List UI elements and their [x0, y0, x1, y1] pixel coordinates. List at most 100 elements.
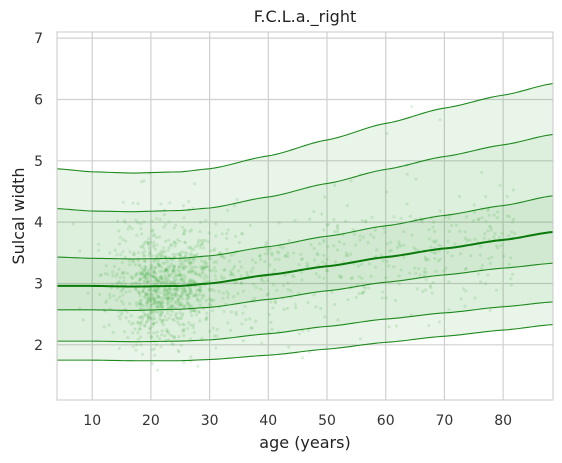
data-point	[152, 260, 156, 264]
data-point	[146, 276, 150, 280]
data-point	[168, 286, 172, 291]
data-point	[285, 306, 289, 310]
data-point	[345, 203, 349, 208]
x-tick-label: 30	[201, 413, 219, 429]
data-point	[140, 266, 144, 270]
data-point	[173, 287, 177, 291]
data-point	[119, 253, 123, 257]
data-point	[207, 268, 212, 272]
data-point	[122, 219, 126, 223]
data-point	[389, 240, 393, 244]
data-point	[155, 334, 159, 338]
data-point	[478, 253, 482, 257]
data-point	[189, 262, 193, 266]
data-point	[215, 327, 219, 332]
data-point	[150, 219, 154, 223]
data-point	[316, 253, 320, 257]
data-point	[182, 323, 186, 327]
data-point	[214, 234, 218, 238]
data-point	[415, 287, 419, 291]
data-point	[187, 286, 192, 290]
data-point	[193, 245, 197, 249]
data-point	[410, 105, 414, 109]
data-point	[264, 241, 268, 245]
data-point	[254, 285, 258, 289]
data-point	[510, 220, 514, 224]
data-point	[278, 245, 282, 249]
data-point	[140, 180, 144, 184]
data-point	[479, 267, 483, 271]
data-point	[387, 325, 391, 329]
data-point	[158, 275, 162, 279]
data-point	[208, 288, 212, 293]
data-point	[186, 297, 190, 301]
data-point	[143, 323, 147, 327]
data-point	[352, 232, 357, 236]
data-point	[141, 289, 145, 294]
data-point	[189, 355, 193, 359]
data-point	[165, 301, 170, 305]
data-point	[313, 258, 317, 262]
data-point	[200, 259, 204, 263]
data-point	[225, 236, 229, 240]
data-point	[159, 300, 163, 304]
data-point	[292, 251, 296, 255]
data-point	[169, 282, 173, 286]
data-point	[413, 247, 418, 251]
data-point	[188, 303, 192, 307]
data-point	[145, 304, 149, 308]
data-point	[505, 214, 510, 218]
data-point	[153, 247, 158, 252]
data-point	[260, 341, 264, 345]
data-point	[496, 210, 500, 214]
data-point	[166, 291, 170, 295]
data-point	[159, 302, 164, 306]
data-point	[142, 269, 146, 273]
data-point	[161, 246, 166, 250]
data-point	[200, 336, 204, 340]
data-point	[236, 292, 240, 296]
data-point	[201, 293, 205, 297]
data-point	[148, 326, 152, 330]
data-point	[148, 303, 152, 307]
data-point	[130, 322, 134, 326]
data-point	[184, 292, 188, 296]
data-point	[253, 261, 258, 265]
data-point	[172, 293, 176, 297]
data-point	[422, 270, 426, 274]
data-point	[150, 316, 154, 320]
data-point	[144, 272, 148, 276]
data-point	[139, 343, 143, 347]
data-point	[178, 258, 182, 263]
data-point	[131, 331, 135, 335]
data-point	[442, 269, 446, 273]
data-point	[137, 278, 142, 282]
data-point	[478, 280, 483, 284]
data-point	[454, 223, 458, 227]
data-point	[266, 251, 270, 255]
data-point	[162, 225, 166, 229]
data-point	[142, 242, 146, 246]
data-point	[138, 301, 142, 305]
data-point	[158, 254, 162, 258]
data-point	[108, 295, 112, 300]
data-point	[300, 278, 304, 282]
data-point	[165, 294, 169, 298]
data-point	[150, 274, 154, 278]
data-point	[172, 268, 176, 273]
data-point	[153, 296, 157, 301]
data-point	[263, 252, 267, 256]
data-point	[215, 334, 219, 338]
data-point	[424, 258, 428, 262]
data-point	[197, 288, 201, 292]
data-point	[166, 311, 170, 315]
data-point	[128, 289, 132, 293]
data-point	[384, 190, 389, 194]
data-point	[209, 297, 213, 302]
data-point	[507, 215, 511, 219]
data-point	[488, 308, 492, 313]
data-point	[123, 282, 128, 286]
data-point	[143, 265, 147, 270]
data-point	[464, 289, 468, 293]
data-point	[233, 281, 237, 285]
